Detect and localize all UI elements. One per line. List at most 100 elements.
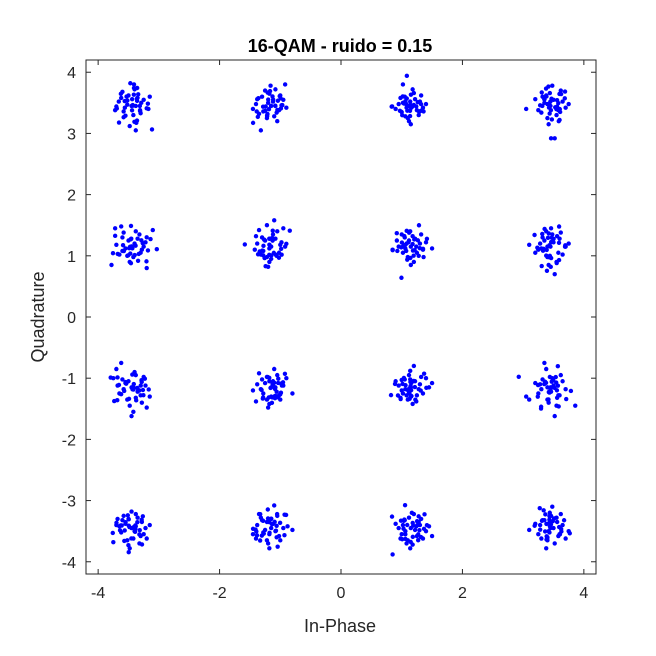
data-point (120, 517, 125, 523)
data-point (150, 227, 155, 233)
data-point (399, 245, 404, 250)
data-point (411, 253, 416, 258)
data-point (389, 514, 395, 519)
data-point (265, 90, 270, 95)
data-point (139, 542, 145, 547)
data-point (135, 236, 140, 241)
data-point (258, 515, 264, 520)
data-point (410, 248, 416, 253)
data-point (124, 381, 129, 386)
data-point (144, 235, 149, 240)
data-points (108, 73, 578, 557)
x-axis-label: In-Phase (304, 616, 376, 636)
data-point (267, 530, 272, 536)
data-point (137, 108, 143, 114)
data-point (540, 231, 545, 237)
data-point (255, 522, 260, 528)
data-point (404, 73, 410, 79)
y-tick-label: 0 (67, 310, 76, 327)
x-tick-label: -4 (91, 585, 105, 602)
data-point (128, 260, 134, 266)
data-point (535, 382, 541, 388)
data-point (128, 81, 133, 86)
data-point (392, 381, 398, 387)
y-tick-label: 1 (67, 249, 76, 266)
data-point (523, 394, 529, 399)
data-point (537, 241, 543, 246)
data-point (546, 255, 552, 260)
data-point (527, 527, 532, 533)
data-point (557, 106, 562, 112)
data-point (270, 395, 275, 400)
data-point (548, 239, 554, 245)
data-point (139, 517, 144, 523)
data-point (121, 230, 126, 235)
data-point (542, 379, 548, 384)
data-point (551, 525, 556, 531)
data-point (557, 532, 563, 537)
data-point (119, 224, 124, 229)
data-point (548, 226, 554, 231)
data-point (128, 223, 134, 229)
data-point (256, 371, 262, 376)
data-point (263, 108, 268, 114)
data-point (542, 238, 547, 243)
data-point (546, 231, 551, 236)
data-point (415, 522, 420, 528)
data-point (283, 512, 289, 518)
data-point (284, 241, 289, 246)
data-point (258, 128, 264, 133)
data-point (536, 532, 541, 537)
data-point (411, 259, 417, 265)
data-point (270, 383, 276, 388)
data-point (418, 93, 424, 98)
data-point (144, 405, 149, 410)
data-point (400, 391, 406, 396)
data-point (399, 532, 404, 537)
data-point (131, 409, 136, 415)
data-point (266, 107, 272, 112)
data-point (290, 527, 295, 533)
data-point (550, 83, 555, 88)
data-point (259, 377, 265, 382)
data-point (261, 243, 266, 249)
data-point (259, 94, 265, 99)
data-point (406, 515, 412, 520)
data-point (533, 250, 538, 255)
plot-frame (85, 59, 597, 575)
data-point (418, 101, 424, 107)
data-point (560, 522, 565, 528)
data-point (141, 532, 146, 537)
data-point (265, 405, 271, 410)
data-point (542, 529, 548, 534)
data-point (279, 252, 284, 257)
data-point (280, 102, 285, 108)
data-point (429, 380, 435, 386)
data-point (544, 268, 550, 273)
data-point (544, 366, 549, 372)
data-point (423, 240, 429, 245)
data-point (272, 503, 277, 508)
data-point (281, 226, 286, 231)
data-point (145, 248, 151, 253)
y-tick-label: 3 (67, 126, 76, 143)
data-point (114, 106, 120, 111)
data-point (562, 96, 567, 101)
data-point (272, 519, 277, 525)
data-point (110, 250, 116, 256)
data-point (398, 396, 403, 402)
data-point (412, 96, 418, 102)
data-point (259, 387, 264, 393)
data-point (399, 240, 405, 245)
data-point (144, 265, 149, 271)
data-point (122, 538, 127, 544)
data-point (127, 403, 132, 408)
data-point (536, 107, 541, 113)
data-point (262, 527, 268, 533)
data-point (410, 520, 415, 526)
y-tick-label: 4 (67, 65, 76, 82)
data-point (144, 259, 149, 264)
data-point (278, 390, 284, 395)
data-point (414, 393, 420, 398)
data-point (405, 522, 410, 528)
